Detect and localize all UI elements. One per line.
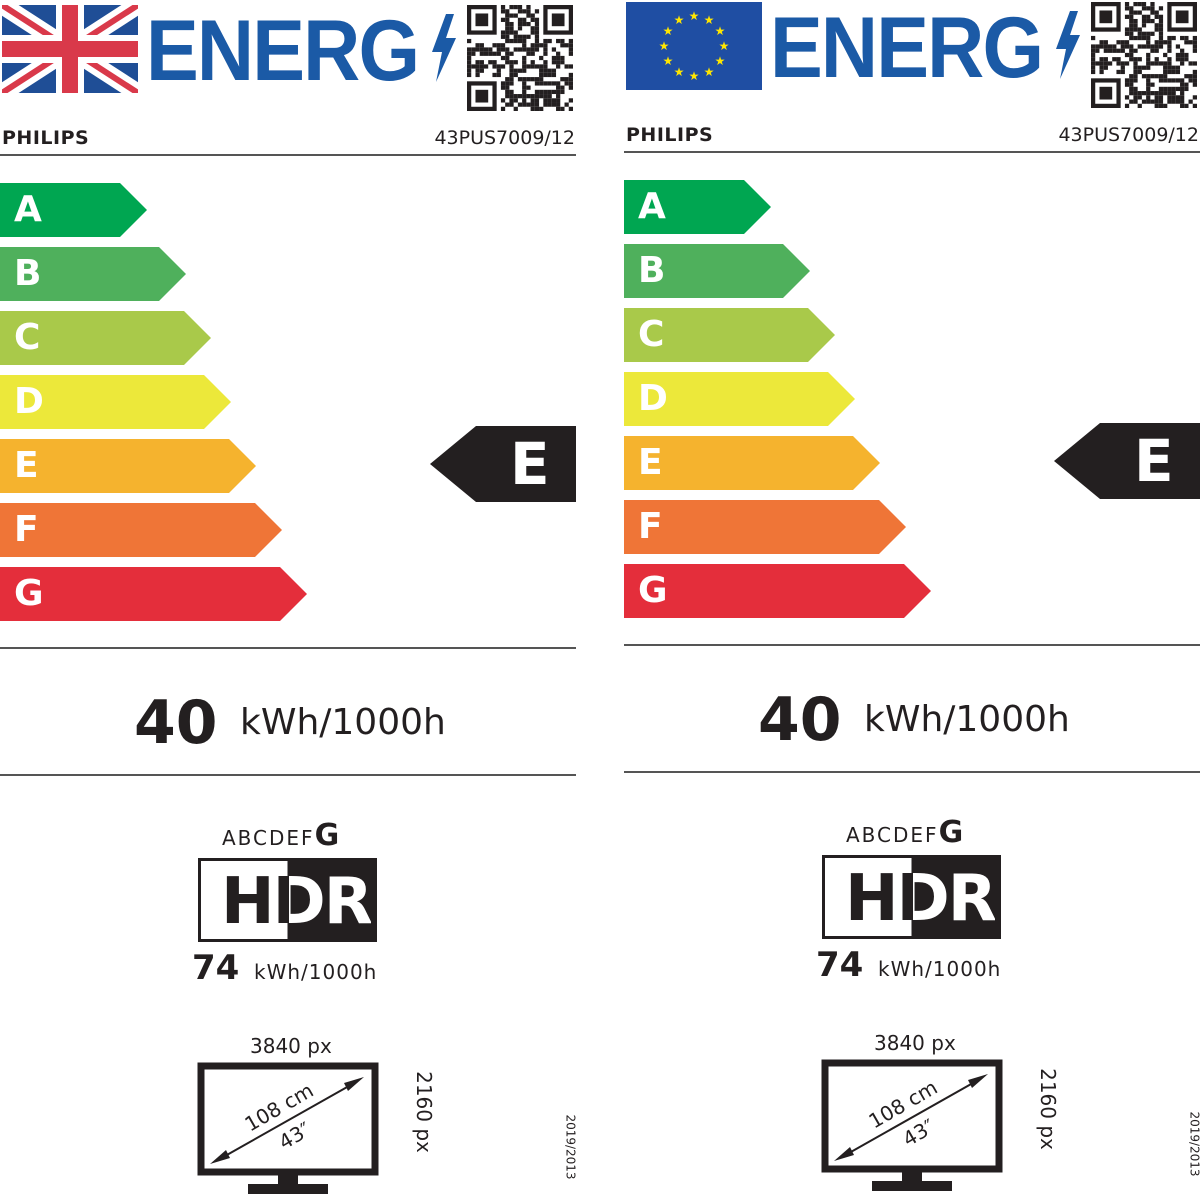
regulation-number: 2019/2013 <box>563 1114 578 1180</box>
horizontal-resolution: 3840 px <box>874 1031 956 1055</box>
svg-text:★: ★ <box>704 13 715 27</box>
energy-class-letter: E <box>1134 427 1174 495</box>
energy-class-arrow: E <box>430 426 576 502</box>
tv-screen-icon: 108 cm 43″ <box>197 1062 379 1194</box>
scale-bar-a: A <box>624 180 771 234</box>
sdr-consumption-unit: kWh/1000h <box>240 702 446 743</box>
tv-screen-icon: 108 cm 43″ <box>821 1059 1003 1191</box>
scale-letter: B <box>638 250 666 291</box>
model-number: 43PUS7009/12 <box>1058 124 1199 146</box>
scale-bar-e: E <box>624 436 880 490</box>
scale-letter: C <box>638 314 665 355</box>
class-arrow-shape <box>430 426 576 502</box>
scale-letter: F <box>14 509 39 550</box>
brand-name: PHILIPS <box>2 127 90 149</box>
hdr-text-overlay: HDR <box>221 865 371 939</box>
hdr-scale-letters: ABCDEF <box>846 823 939 847</box>
scale-letter: A <box>638 186 666 227</box>
brand-name: PHILIPS <box>626 124 714 146</box>
diagonal-inch: 43″ <box>275 1117 316 1154</box>
scale-bar-f: F <box>624 500 906 554</box>
divider <box>0 154 576 156</box>
svg-text:★: ★ <box>659 39 670 53</box>
svg-text:★: ★ <box>663 54 674 68</box>
scale-letter: G <box>638 570 668 611</box>
scale-letter: E <box>14 445 39 486</box>
sdr-consumption-unit: kWh/1000h <box>864 699 1070 740</box>
eu-flag-icon: ★ ★★★★★★★★★★★ <box>626 2 762 90</box>
hdr-text: HDR <box>221 865 373 939</box>
uk-flag-icon <box>2 5 138 93</box>
divider <box>624 644 1200 646</box>
hdr-consumption-value: 74 <box>192 948 240 988</box>
scale-letter: E <box>638 442 663 483</box>
scale-bar-b: B <box>624 244 810 298</box>
lightning-icon <box>432 14 456 82</box>
scale-bar-c: C <box>624 308 835 362</box>
scale-bar-d: D <box>624 372 855 426</box>
sdr-consumption-value: 40 <box>134 688 218 758</box>
energy-class-arrow: E <box>1054 423 1200 499</box>
hdr-icon: HDR HDR <box>822 855 1001 939</box>
divider <box>0 647 576 649</box>
energy-class-letter: E <box>510 430 550 498</box>
scale-bar-g: G <box>624 564 931 618</box>
vertical-resolution: 2160 px <box>411 1071 436 1153</box>
scale-bar-c: C <box>0 311 211 365</box>
divider <box>624 151 1200 153</box>
scale-bar-a: A <box>0 183 147 237</box>
hdr-class-scale: ABCDEFG <box>846 815 965 850</box>
diagonal-inch: 43″ <box>899 1114 940 1151</box>
svg-text:★: ★ <box>715 24 726 38</box>
sdr-consumption-value: 40 <box>758 685 842 755</box>
hdr-class-letter: G <box>938 815 966 850</box>
svg-text:★: ★ <box>689 9 700 23</box>
horizontal-resolution: 3840 px <box>250 1034 332 1058</box>
divider <box>624 771 1200 773</box>
vertical-resolution: 2160 px <box>1035 1068 1060 1150</box>
class-arrow-shape <box>1054 423 1200 499</box>
scale-bar-f: F <box>0 503 282 557</box>
scale-letter: D <box>638 378 668 419</box>
scale-letter: G <box>14 573 44 614</box>
lightning-icon <box>1056 11 1080 79</box>
svg-text:★: ★ <box>674 65 685 79</box>
hdr-text-overlay: HDR <box>845 862 995 936</box>
qr-code-icon[interactable] <box>1091 2 1197 108</box>
scale-letter: C <box>14 317 41 358</box>
svg-text:★: ★ <box>704 65 715 79</box>
scale-letter: D <box>14 381 44 422</box>
hdr-scale-letters: ABCDEF <box>222 826 315 850</box>
energy-logo-text: ENERG <box>146 3 420 99</box>
divider <box>0 774 576 776</box>
energy-logo-text: ENERG <box>770 0 1044 96</box>
svg-text:★: ★ <box>663 24 674 38</box>
scale-bar-g: G <box>0 567 307 621</box>
hdr-text: HDR <box>845 862 997 936</box>
svg-text:★: ★ <box>719 39 730 53</box>
regulation-number: 2019/2013 <box>1187 1111 1200 1177</box>
hdr-class-scale: ABCDEFG <box>222 818 341 853</box>
scale-bar-b: B <box>0 247 186 301</box>
hdr-consumption-value: 74 <box>816 945 864 985</box>
scale-bar-e: E <box>0 439 256 493</box>
scale-letter: F <box>638 506 663 547</box>
scale-letter: A <box>14 189 42 230</box>
hdr-consumption-unit: kWh/1000h <box>254 960 378 984</box>
hdr-consumption-unit: kWh/1000h <box>878 957 1002 981</box>
svg-text:★: ★ <box>689 69 700 83</box>
energy-label: ★ ★ ★ ★ ★ ★ ★ ★ ★ ★ ★ ★ ENERG PHILIPS 43PUS7009/12 … <box>624 0 1200 1197</box>
model-number: 43PUS7009/12 <box>434 127 575 149</box>
svg-text:★: ★ <box>674 13 685 27</box>
scale-bar-d: D <box>0 375 231 429</box>
hdr-icon: HDR HDR <box>198 858 377 942</box>
hdr-class-letter: G <box>314 818 342 853</box>
qr-code-icon[interactable] <box>467 5 573 111</box>
svg-text:★: ★ <box>715 54 726 68</box>
scale-letter: B <box>14 253 42 294</box>
